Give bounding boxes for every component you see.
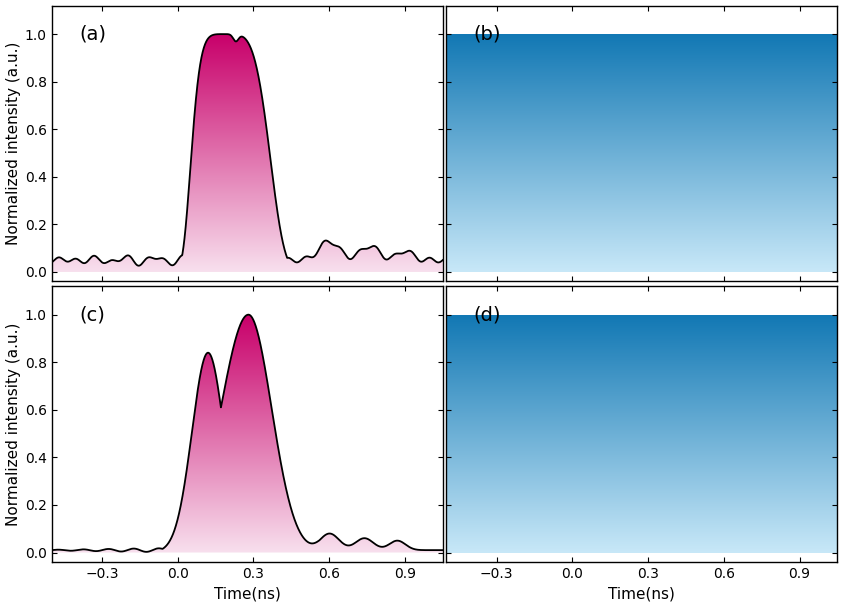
X-axis label: Time(ns): Time(ns): [214, 586, 281, 602]
Text: (c): (c): [79, 305, 105, 324]
Text: (d): (d): [474, 305, 501, 324]
Text: (a): (a): [79, 25, 106, 44]
X-axis label: Time(ns): Time(ns): [609, 586, 675, 602]
Y-axis label: Normalized intensity (a.u.): Normalized intensity (a.u.): [6, 322, 20, 526]
Text: (b): (b): [474, 25, 501, 44]
Y-axis label: Normalized intensity (a.u.): Normalized intensity (a.u.): [6, 42, 20, 245]
